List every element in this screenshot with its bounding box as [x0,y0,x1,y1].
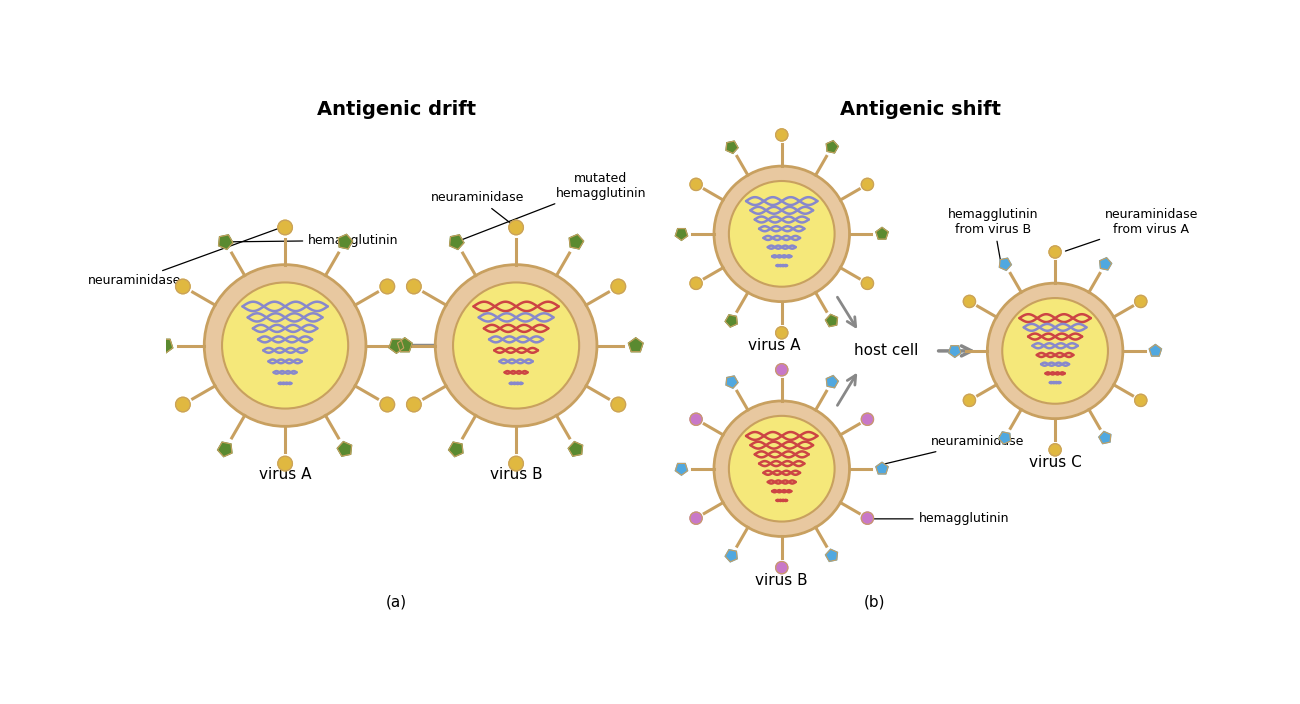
Text: virus A: virus A [747,338,801,353]
Circle shape [862,277,874,289]
Text: hemagglutinin: hemagglutinin [227,234,399,247]
Polygon shape [876,227,888,239]
Polygon shape [675,229,688,240]
Circle shape [1135,394,1147,406]
Polygon shape [876,463,888,474]
Circle shape [690,413,702,425]
Circle shape [714,401,849,536]
Circle shape [1049,444,1061,456]
Circle shape [176,279,190,294]
Circle shape [278,220,292,234]
Circle shape [987,283,1123,419]
Circle shape [729,416,835,522]
Text: neuraminidase: neuraminidase [430,191,524,226]
Circle shape [690,277,702,289]
Text: virus B: virus B [755,573,809,588]
Polygon shape [675,463,688,475]
Circle shape [963,394,975,406]
Polygon shape [725,141,738,153]
Polygon shape [725,550,737,562]
Text: hemagglutinin
from virus B: hemagglutinin from virus B [948,208,1039,261]
Circle shape [862,413,874,425]
Circle shape [690,512,702,524]
Circle shape [407,279,421,294]
Polygon shape [1100,258,1112,270]
Circle shape [222,282,348,408]
Circle shape [204,265,367,427]
Text: virus C: virus C [1028,455,1082,470]
Circle shape [776,327,788,339]
Text: Antigenic shift: Antigenic shift [840,100,1001,118]
Polygon shape [628,338,644,352]
Circle shape [380,279,395,294]
Circle shape [1049,246,1061,258]
Polygon shape [1149,344,1161,356]
Circle shape [176,397,190,412]
Polygon shape [398,338,412,352]
Circle shape [508,220,524,234]
Polygon shape [217,442,231,457]
Circle shape [776,364,788,376]
Circle shape [776,562,788,574]
Circle shape [862,178,874,191]
Text: virus A: virus A [259,467,312,482]
Polygon shape [826,315,837,327]
Circle shape [714,166,849,301]
Text: host cell: host cell [854,344,918,358]
Polygon shape [568,441,582,456]
Circle shape [611,279,625,294]
Polygon shape [389,339,404,353]
Text: (a): (a) [386,594,407,610]
Polygon shape [725,376,738,388]
Polygon shape [450,235,464,249]
Polygon shape [1000,258,1011,270]
Circle shape [508,456,524,471]
Text: hemagglutinin: hemagglutinin [871,513,1009,525]
Circle shape [1002,298,1108,404]
Circle shape [452,282,580,408]
Polygon shape [725,315,737,327]
Polygon shape [337,441,351,456]
Circle shape [963,296,975,308]
Polygon shape [826,549,837,561]
Polygon shape [827,375,839,388]
Polygon shape [569,234,584,249]
Circle shape [690,178,702,191]
Text: mutated
hemagglutinin: mutated hemagglutinin [459,172,646,241]
Circle shape [407,397,421,412]
Text: neuraminidase
from virus A: neuraminidase from virus A [1066,208,1199,251]
Circle shape [1135,296,1147,308]
Polygon shape [949,346,961,358]
Polygon shape [998,432,1010,444]
Polygon shape [448,442,463,457]
Circle shape [729,181,835,287]
Polygon shape [827,141,839,153]
Text: virus B: virus B [490,467,542,482]
Text: (b): (b) [863,594,885,610]
Text: neuraminidase: neuraminidase [884,435,1024,464]
Circle shape [278,456,292,471]
Circle shape [611,397,625,412]
Circle shape [776,129,788,141]
Polygon shape [218,235,233,249]
Polygon shape [159,339,173,353]
Circle shape [380,397,395,412]
Circle shape [862,512,874,524]
Polygon shape [1098,432,1110,444]
Circle shape [436,265,597,427]
Text: neuraminidase: neuraminidase [88,228,278,287]
Polygon shape [338,234,352,249]
Text: Antigenic drift: Antigenic drift [317,100,476,118]
